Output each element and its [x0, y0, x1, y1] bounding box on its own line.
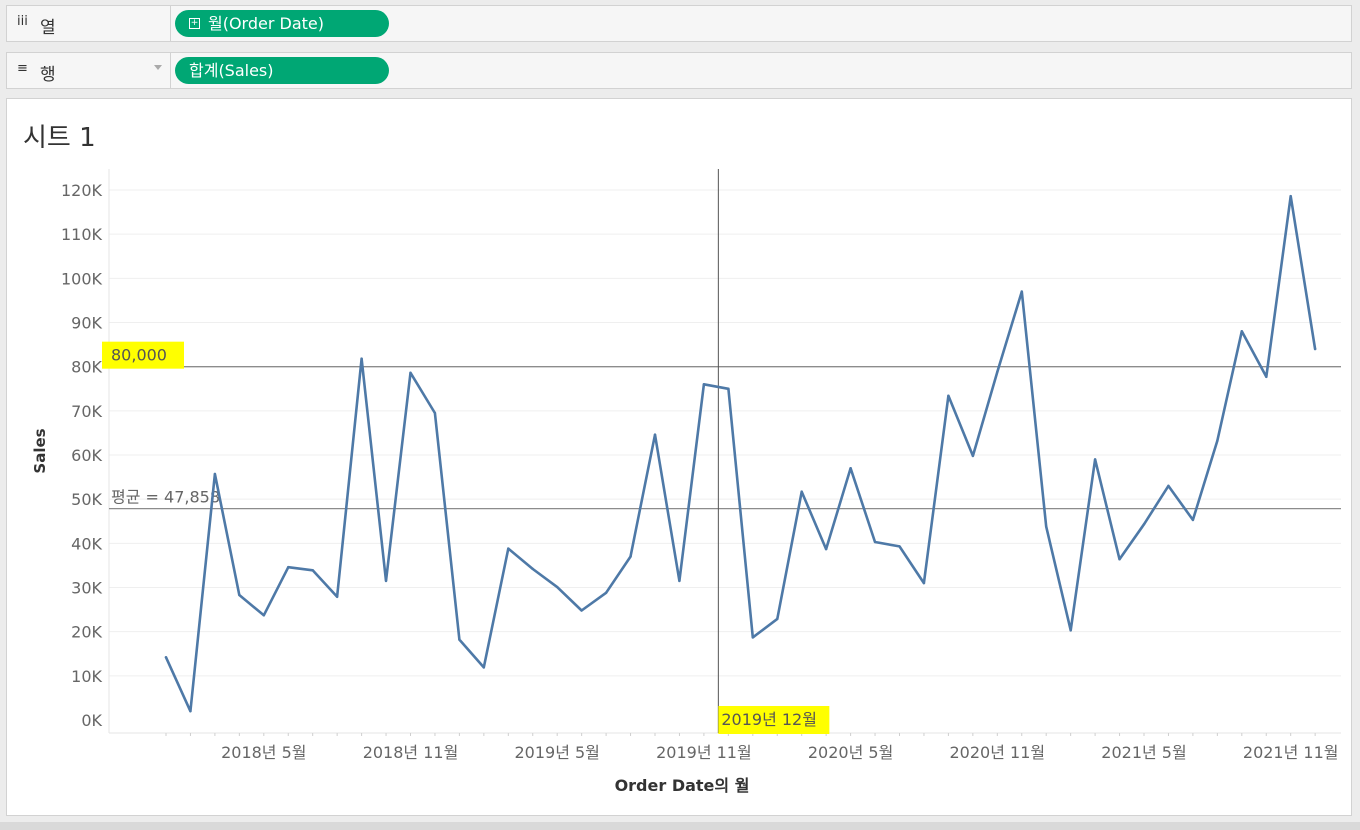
sheet-title: 시트 1: [23, 123, 96, 153]
data-point[interactable]: [360, 357, 363, 360]
data-point[interactable]: [971, 454, 975, 458]
data-point[interactable]: [678, 579, 681, 583]
rows-dropdown-icon[interactable]: [154, 65, 162, 70]
rows-label: 행: [40, 65, 56, 85]
data-point[interactable]: [335, 595, 339, 598]
bottom-strip: [0, 822, 1360, 830]
x-tick-label: 2021년 11월: [1243, 743, 1339, 762]
y-tick-label: 60K: [71, 446, 102, 465]
y-tick-label: 20K: [71, 623, 102, 642]
date-marker-label: 2019년 12월: [721, 710, 817, 729]
sales-series-line[interactable]: [164, 194, 1317, 713]
reference-line-label: 80,000: [111, 346, 167, 365]
x-tick-label: 2018년 11월: [363, 743, 459, 762]
y-tick-label: 0K: [81, 711, 102, 730]
reference-label-highlight: [102, 341, 184, 369]
data-point[interactable]: [311, 569, 314, 572]
data-point[interactable]: [1289, 194, 1292, 198]
sheet-view: 시트 1 0K 10K 20K 30K 40K 50K 60K 70K 80K 90K 100K 11…: [6, 98, 1352, 816]
x-tick-label: 2020년 5월: [808, 743, 893, 762]
y-tick-label: 10K: [71, 667, 102, 686]
data-point[interactable]: [727, 387, 730, 390]
data-point[interactable]: [1191, 518, 1195, 522]
data-point[interactable]: [776, 617, 779, 621]
data-point[interactable]: [1045, 525, 1048, 528]
data-point[interactable]: [1240, 330, 1244, 333]
data-point[interactable]: [507, 547, 510, 550]
columns-label: 열: [40, 18, 56, 38]
data-point[interactable]: [1093, 458, 1097, 461]
y-tick-label: 100K: [61, 269, 103, 288]
y-tick-label: 120K: [61, 181, 103, 200]
data-point[interactable]: [947, 394, 950, 398]
data-point[interactable]: [482, 666, 486, 669]
data-point[interactable]: [751, 636, 754, 639]
sales-line-chart[interactable]: 0K 10K 20K 30K 40K 50K 60K 70K 80K 90K 100K 110K 120…: [7, 99, 1351, 815]
data-point[interactable]: [800, 490, 803, 493]
columns-shelf: iii 열 + 월(Order Date): [6, 5, 1352, 42]
data-point[interactable]: [531, 567, 534, 571]
columns-icon: iii: [17, 14, 28, 29]
data-point[interactable]: [1216, 439, 1219, 443]
data-point[interactable]: [580, 609, 583, 612]
average-line-label: 평균 = 47,858: [111, 488, 220, 507]
x-axis-title: Order Date의 월: [615, 776, 750, 795]
columns-shelf-label: iii 열: [7, 6, 171, 41]
data-point[interactable]: [898, 545, 901, 548]
data-point[interactable]: [458, 638, 461, 641]
sum-sales-pill-label: 합계(Sales): [189, 61, 274, 80]
order-date-month-pill-label: 월(Order Date): [208, 14, 325, 33]
data-point[interactable]: [556, 585, 559, 589]
data-point[interactable]: [409, 371, 412, 375]
sum-sales-pill[interactable]: 합계(Sales): [175, 57, 389, 84]
data-point[interactable]: [1167, 484, 1170, 488]
x-tick-label: 2021년 5월: [1101, 743, 1186, 762]
rows-icon: ≡: [17, 61, 28, 76]
data-point[interactable]: [996, 370, 999, 374]
data-point[interactable]: [433, 411, 437, 415]
data-point[interactable]: [1142, 523, 1146, 526]
data-point[interactable]: [1118, 558, 1121, 561]
data-point[interactable]: [1020, 290, 1023, 293]
data-point[interactable]: [653, 433, 657, 436]
data-point[interactable]: [164, 656, 168, 659]
data-point[interactable]: [1069, 629, 1072, 632]
y-tick-label: 50K: [71, 490, 102, 509]
x-tick-label: 2020년 11월: [949, 743, 1045, 762]
data-point[interactable]: [287, 565, 290, 569]
rows-shelf-label: ≡ 행: [7, 53, 171, 88]
y-tick-label: 30K: [71, 579, 102, 598]
data-point[interactable]: [384, 579, 388, 583]
data-point[interactable]: [604, 591, 608, 594]
data-point[interactable]: [262, 614, 265, 617]
y-tick-label: 40K: [71, 534, 102, 553]
data-point[interactable]: [873, 540, 877, 544]
date-marker-highlight: [718, 706, 830, 734]
data-point[interactable]: [849, 467, 852, 470]
data-point[interactable]: [1313, 347, 1317, 351]
y-tick-label: 110K: [61, 225, 103, 244]
data-point[interactable]: [824, 547, 828, 551]
rows-shelf: ≡ 행 합계(Sales): [6, 52, 1352, 89]
data-point[interactable]: [213, 472, 217, 476]
data-point[interactable]: [1265, 375, 1268, 379]
data-point[interactable]: [189, 709, 192, 713]
data-point[interactable]: [629, 555, 632, 558]
data-point[interactable]: [922, 581, 926, 585]
data-point[interactable]: [702, 383, 706, 386]
expand-plus-icon[interactable]: +: [189, 17, 200, 29]
y-tick-label: 70K: [71, 402, 102, 421]
x-tick-label: 2019년 5월: [514, 743, 599, 762]
x-tick-label: 2019년 11월: [656, 743, 752, 762]
y-tick-label: 80K: [71, 358, 102, 377]
data-point[interactable]: [238, 593, 241, 597]
y-tick-label: 90K: [71, 314, 102, 333]
y-axis-title: Sales: [31, 428, 49, 473]
order-date-month-pill[interactable]: + 월(Order Date): [175, 10, 389, 37]
x-tick-label: 2018년 5월: [221, 743, 306, 762]
